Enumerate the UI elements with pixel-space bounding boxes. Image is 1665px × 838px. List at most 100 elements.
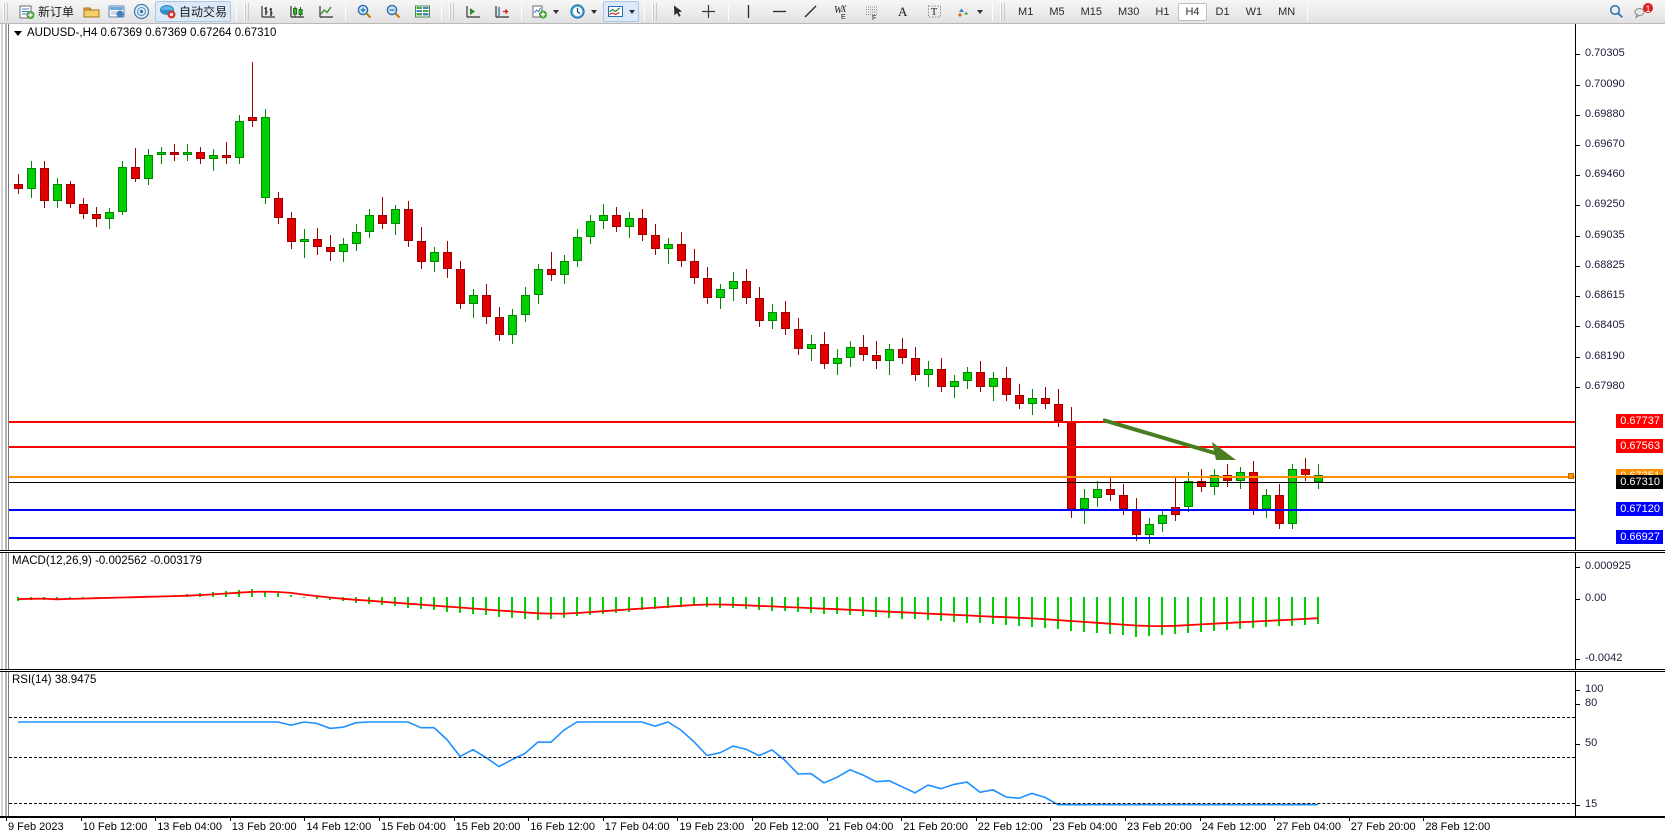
price-axis[interactable]: 0.70305 0.70090 0.69880 0.69670 0.69460 0.692… [1575, 24, 1665, 550]
rsi-pane[interactable]: RSI(14) 38.9475 100 80 50 15 [0, 671, 1665, 817]
chevron-down-icon-2[interactable] [591, 9, 598, 14]
price-level-line-last-price[interactable] [9, 482, 1575, 484]
candlestick-chart-icon[interactable] [289, 3, 306, 20]
autotrading-icon [159, 3, 176, 20]
chevron-down-icon-4[interactable] [977, 9, 984, 14]
crosshair-icon[interactable] [700, 3, 717, 20]
macd-histogram-bar [823, 597, 825, 614]
candle-body [105, 212, 114, 220]
candle-body [937, 369, 946, 387]
price-level-line-support[interactable] [9, 509, 1575, 512]
candle-body [313, 239, 322, 247]
chart-container[interactable]: AUDUSD-,H4 0.67369 0.67369 0.67264 0.673… [0, 24, 1665, 838]
text-icon[interactable]: A [895, 3, 912, 20]
indicators-button[interactable] [527, 1, 563, 22]
chevron-down-icon-3[interactable] [629, 9, 636, 14]
text-label-icon[interactable]: T [926, 3, 943, 20]
price-level-tag[interactable]: 0.67310 [1616, 475, 1663, 490]
timeframe-w1[interactable]: W1 [1245, 5, 1263, 18]
zoom-out-icon[interactable] [385, 3, 402, 20]
candle-body [547, 269, 556, 276]
bar-chart-icon[interactable] [260, 3, 277, 20]
price-level-line-order[interactable] [9, 476, 1575, 479]
price-level-tag[interactable]: 0.66927 [1616, 530, 1663, 544]
fibonacci-icon[interactable]: F [864, 3, 881, 20]
rsi-axis-label: 50 [1585, 737, 1598, 749]
data-window-icon[interactable] [414, 3, 431, 20]
price-level-tag[interactable]: 0.67120 [1616, 502, 1663, 517]
notifications-icon[interactable]: 1 [1633, 3, 1655, 20]
macd-histogram-bar [147, 596, 149, 598]
timeframe-h4[interactable]: H4 [1178, 2, 1207, 21]
candle-wick [187, 143, 188, 161]
candle-wick [1045, 386, 1046, 410]
candle-body [157, 152, 166, 156]
timeframe-m30[interactable]: M30 [1118, 5, 1140, 18]
trendline-icon[interactable] [802, 3, 819, 20]
line-chart-icon[interactable] [318, 3, 335, 20]
chevron-down-icon[interactable] [553, 9, 560, 14]
rsi-scrollbar[interactable] [0, 672, 9, 816]
auto-scroll-icon[interactable] [465, 3, 482, 20]
candle-body [14, 183, 23, 190]
price-level-line-resistance[interactable] [9, 446, 1575, 449]
market-watch-icon[interactable] [108, 3, 125, 20]
candle-body [404, 209, 413, 241]
candle-body [1288, 469, 1297, 524]
macd-histogram-bar [485, 597, 487, 616]
timeframe-m5[interactable]: M5 [1049, 5, 1065, 18]
vline-icon[interactable] [740, 3, 757, 20]
time-axis-tick [528, 818, 530, 821]
macd-histogram-bar [849, 597, 851, 616]
price-pane[interactable]: AUDUSD-,H4 0.67369 0.67369 0.67264 0.673… [0, 24, 1665, 551]
macd-histogram-bar [381, 597, 383, 606]
new-order-button[interactable]: 新订单 [14, 1, 78, 22]
search-icon[interactable] [1608, 3, 1625, 20]
templates-button[interactable] [603, 1, 640, 22]
timeframe-d1[interactable]: D1 [1215, 5, 1230, 18]
objects-button[interactable] [951, 1, 987, 22]
timeframe-m1[interactable]: M1 [1018, 5, 1034, 18]
timeframe-m15[interactable]: M15 [1080, 5, 1102, 18]
toolbar-grip-2[interactable] [244, 2, 252, 21]
price-level-line-support[interactable] [9, 537, 1575, 539]
price-level-tag[interactable]: 0.67737 [1616, 414, 1663, 429]
macd-histogram-bar [199, 592, 201, 597]
autotrading-button[interactable]: 自动交易 [155, 1, 232, 22]
cursor-icon[interactable] [669, 3, 686, 20]
macd-histogram-bar [420, 597, 422, 610]
macd-histogram-bar [1057, 597, 1059, 630]
time-axis[interactable]: 9 Feb 2023 10 Feb 12:00 13 Feb 04:00 13 Feb… [0, 817, 1665, 838]
macd-scrollbar[interactable] [0, 553, 9, 669]
hline-icon[interactable] [771, 3, 788, 20]
price-plot-area[interactable] [9, 24, 1575, 550]
toolbar-grip-3[interactable] [449, 2, 457, 21]
price-axis-tick [1576, 356, 1580, 358]
price-level-line-resistance[interactable] [9, 421, 1575, 424]
candle-body [573, 236, 582, 261]
pane-scrollbar[interactable] [0, 24, 9, 550]
chart-shift-icon[interactable] [494, 3, 511, 20]
time-axis-tick [6, 818, 7, 821]
period-button[interactable] [565, 1, 601, 22]
svg-text:X: X [840, 4, 847, 14]
chart-collapse-icon[interactable] [14, 30, 22, 36]
zoom-in-icon[interactable] [356, 3, 373, 20]
elliott-icon[interactable]: W X E [833, 3, 850, 20]
macd-histogram-bar [589, 597, 591, 616]
toolbar-grip-4[interactable] [652, 2, 660, 21]
toolbar-grip[interactable] [3, 2, 10, 21]
timeframe-mn[interactable]: MN [1278, 5, 1296, 18]
navigator-icon[interactable] [133, 3, 150, 20]
macd-histogram-bar [576, 597, 578, 617]
folder-icon[interactable] [83, 3, 100, 20]
macd-histogram-bar [953, 597, 955, 622]
timeframe-h1[interactable]: H1 [1155, 5, 1170, 18]
price-level-tag[interactable]: 0.67563 [1616, 439, 1663, 454]
macd-histogram-bar [1122, 597, 1124, 636]
order-drag-handle[interactable] [1568, 473, 1574, 480]
macd-pane[interactable]: MACD(12,26,9) -0.002562 -0.003179 0.0009… [0, 552, 1665, 670]
notification-count: 1 [1645, 4, 1650, 14]
toolbar-grip-5[interactable] [1000, 2, 1008, 21]
